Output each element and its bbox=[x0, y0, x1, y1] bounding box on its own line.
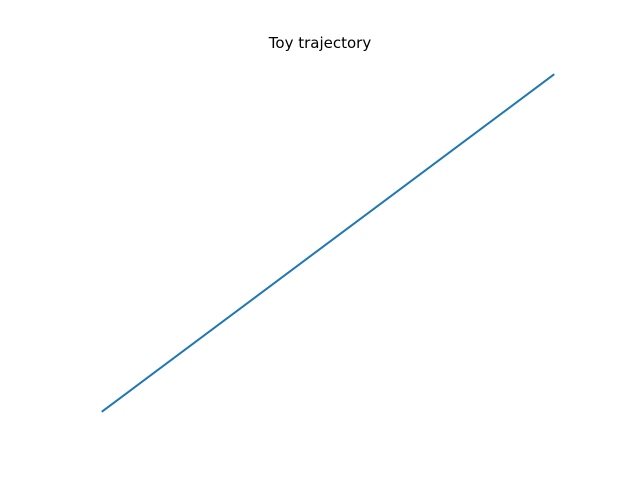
series-layer bbox=[101, 73, 555, 413]
series-line-0 bbox=[101, 73, 555, 413]
chart-title: Toy trajectory bbox=[268, 34, 372, 52]
